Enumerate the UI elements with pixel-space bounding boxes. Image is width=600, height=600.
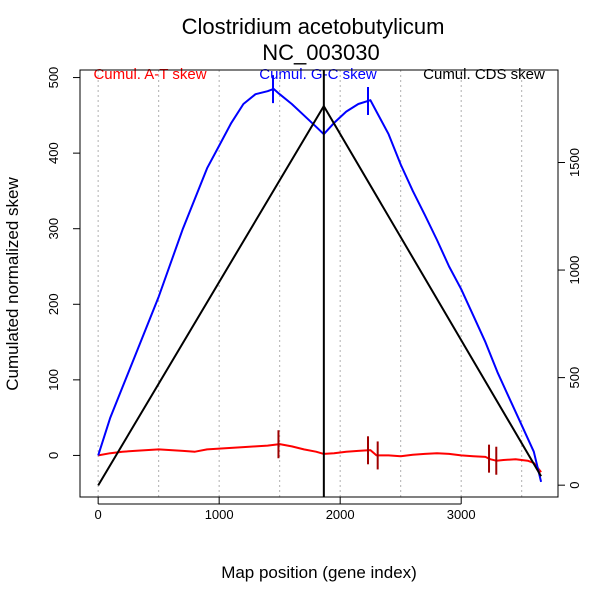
plot-series — [97, 70, 543, 497]
y-tick-label: 100 — [46, 369, 61, 391]
y2-tick-label: 1000 — [567, 256, 582, 285]
axes: 0 1000 2000 3000 0 100 200 300 400 500 0 500 1000 150… — [46, 67, 582, 522]
series-line-cds-skew — [97, 105, 542, 486]
y-tick-label: 300 — [46, 218, 61, 240]
legend-item-gc-skew: Cumul. G-C skew — [259, 66, 377, 83]
legend-item-cds-skew: Cumul. CDS skew — [423, 66, 545, 83]
y2-tick-label: 0 — [567, 482, 582, 489]
x-tick-label: 1000 — [205, 507, 234, 522]
x-tick-label: 3000 — [447, 507, 476, 522]
x-tick-label: 2000 — [326, 507, 355, 522]
legend-item-at-skew: Cumul. A-T skew — [93, 66, 206, 83]
y-axis-label: Cumulated normalized skew — [3, 177, 22, 391]
plot-frame — [79, 69, 559, 498]
series-line-at-skew — [98, 443, 542, 473]
x-tick-label: 0 — [95, 507, 102, 522]
y-tick-label: 0 — [46, 452, 61, 459]
y-tick-label: 500 — [46, 67, 61, 89]
y2-tick-label: 1500 — [567, 148, 582, 177]
y-tick-label: 400 — [46, 142, 61, 164]
chart-title: Clostridium acetobutylicum — [182, 14, 445, 39]
chart-subtitle: NC_003030 — [262, 40, 379, 65]
y-tick-label: 200 — [46, 293, 61, 315]
series-line-gc-skew — [97, 87, 543, 483]
y2-tick-label: 500 — [567, 367, 582, 389]
x-axis-label: Map position (gene index) — [221, 563, 417, 582]
